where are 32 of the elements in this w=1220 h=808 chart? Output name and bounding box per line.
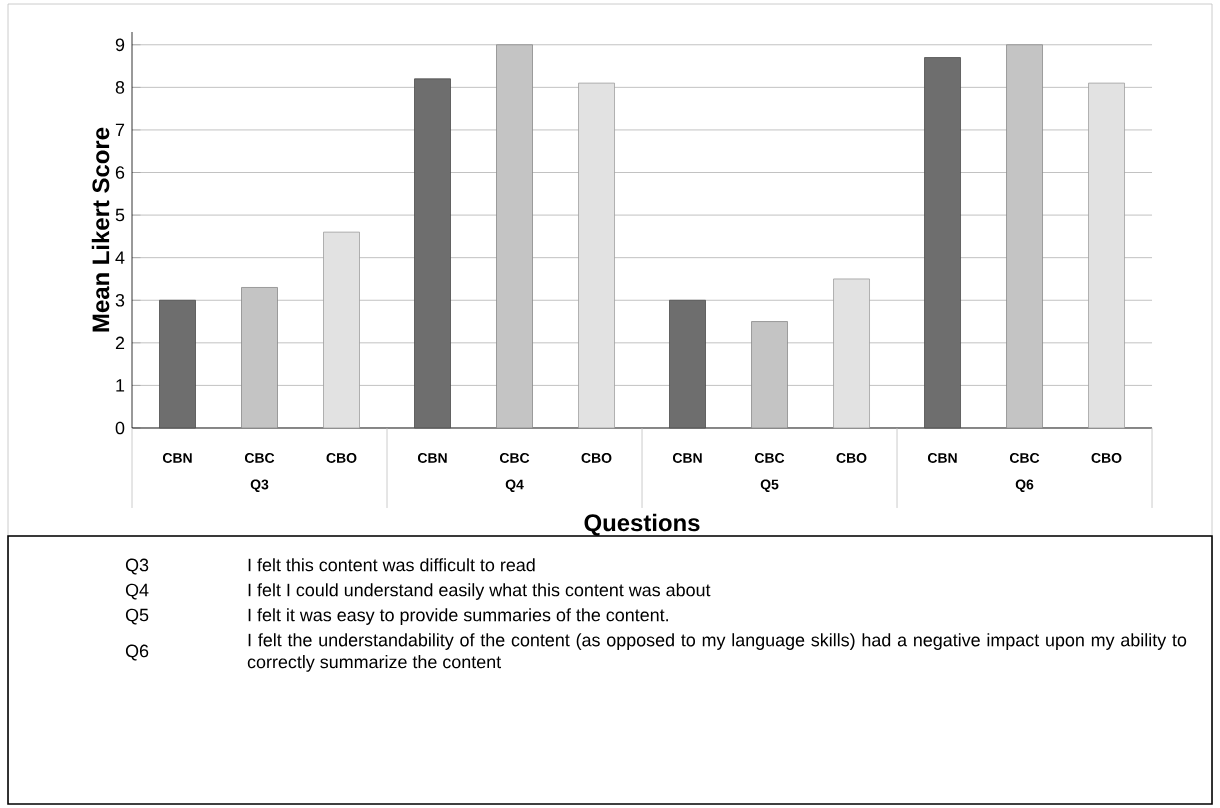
bar — [323, 231, 360, 429]
bar — [833, 278, 870, 429]
text: Q3 — [125, 558, 149, 575]
y-tick-label: 1 — [116, 379, 125, 392]
y-axis-title: Mean Likert Score — [91, 127, 110, 332]
y-tick-label: 8 — [115, 80, 125, 94]
text: I felt it was easy to provide summaries of the content. — [248, 608, 668, 625]
bar — [241, 287, 278, 429]
y-tick-label: 6 — [115, 166, 125, 179]
bar — [1006, 44, 1043, 429]
text: I felt this content was difficult to read — [248, 558, 535, 572]
bar — [751, 321, 788, 429]
y-tick-label: 3 — [115, 293, 125, 307]
text: I felt the understandability of the content (as opposed to my language skills) had a negative impact upon my ability to correctly summarize the content — [247, 633, 1187, 672]
bar — [578, 82, 615, 429]
text: I felt I could understand easily what this content was about — [248, 583, 711, 600]
text: Q5 — [125, 608, 149, 625]
bar — [496, 44, 533, 429]
y-tick-label: 5 — [115, 208, 125, 222]
text: Q6 — [125, 644, 149, 661]
bar — [924, 57, 961, 429]
text: Q4 — [125, 583, 149, 600]
y-tick-label: 2 — [115, 336, 125, 350]
x-axis-title: Questions — [584, 513, 700, 536]
y-tick-label: 7 — [115, 123, 125, 137]
bar — [414, 78, 451, 429]
y-tick-label: 4 — [115, 251, 125, 264]
y-tick-label: 9 — [115, 38, 125, 52]
bar — [159, 299, 196, 429]
bar — [669, 299, 706, 429]
bar — [1088, 82, 1125, 429]
y-tick-label: 0 — [115, 421, 125, 435]
